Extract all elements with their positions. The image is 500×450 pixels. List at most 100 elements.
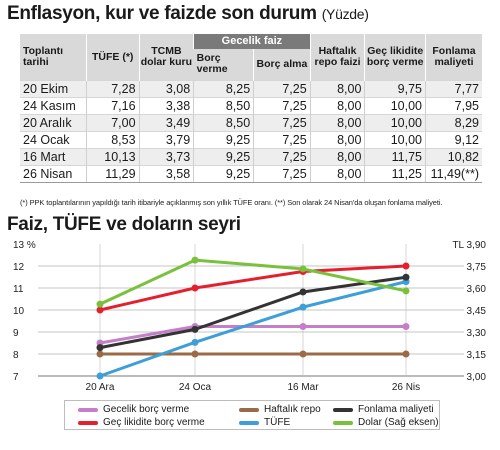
table-cell: 7,25 bbox=[253, 131, 311, 149]
table-cell: 10,00 bbox=[364, 97, 426, 115]
legend-label: Gecelik borç verme bbox=[103, 404, 190, 415]
data-point bbox=[191, 284, 199, 292]
legend-item: Fonlama maliyeti bbox=[333, 404, 434, 415]
table-cell: 10,00 bbox=[364, 131, 426, 149]
x-tick-label: 24 Oca bbox=[179, 382, 212, 393]
data-point bbox=[299, 265, 307, 273]
y-right-tick-label: 3,60 bbox=[467, 284, 487, 295]
data-point bbox=[96, 372, 104, 380]
y-left-tick-label: 10 bbox=[13, 306, 25, 317]
data-point bbox=[96, 306, 104, 314]
table-cell-date: 26 Nisan bbox=[20, 165, 87, 183]
table-cell: 7,25 bbox=[253, 114, 311, 132]
table-cell: 8,00 bbox=[309, 148, 365, 166]
table-cell-date: 24 Kasım bbox=[20, 97, 87, 115]
table-row: 20 Aralık 7,00 3,49 8,50 7,25 8,00 10,00 8,29 bbox=[20, 114, 482, 132]
table-cell: 11,29 bbox=[85, 165, 140, 183]
legend-swatch bbox=[78, 420, 98, 425]
data-point bbox=[191, 256, 199, 264]
table-cell: 8,50 bbox=[193, 114, 254, 132]
data-point bbox=[402, 262, 410, 270]
series-line bbox=[99, 325, 406, 345]
col-header-usd: TCMB dolar kuru bbox=[138, 34, 194, 81]
table-cell: 7,28 bbox=[85, 80, 140, 98]
x-tick-label: 20 Ara bbox=[86, 382, 115, 393]
legend-label: Geç likidite borç verme bbox=[103, 417, 205, 428]
legend-label: Haftalık repo bbox=[264, 404, 321, 415]
table-cell: 3,38 bbox=[138, 97, 194, 115]
data-point bbox=[299, 323, 307, 330]
table-cell: 8,00 bbox=[309, 131, 365, 149]
table-cell: 7,25 bbox=[253, 148, 311, 166]
y-right-tick-label: 3,75 bbox=[467, 262, 487, 273]
legend-item: Haftalık repo bbox=[239, 404, 321, 415]
table-cell: 7,25 bbox=[253, 165, 311, 183]
col-header-borrowing: Borç alma bbox=[253, 48, 311, 81]
chart-title: Faiz, TÜFE ve doların seyri bbox=[7, 214, 241, 235]
col-header-repo: Haftalık repo faizi bbox=[309, 34, 365, 81]
series-line bbox=[99, 264, 407, 312]
table-cell: 7,25 bbox=[253, 80, 311, 98]
data-point bbox=[402, 273, 410, 281]
legend-item: Dolar (Sağ eksen) bbox=[333, 417, 439, 428]
table-footnote: (*) PPK toplantılarının yapıldığı tarih … bbox=[20, 198, 443, 207]
y-left-tick-label: 7 bbox=[13, 372, 19, 383]
series-line bbox=[99, 258, 407, 306]
table-cell-date: 20 Aralık bbox=[20, 114, 87, 132]
legend-label: Dolar (Sağ eksen) bbox=[358, 417, 439, 428]
y-right-tick-label: 3,30 bbox=[467, 328, 487, 339]
data-point bbox=[402, 323, 410, 330]
table-cell: 7,95 bbox=[424, 97, 482, 115]
table-row: 24 Ocak 8,53 3,79 9,25 7,25 8,00 10,00 9,12 bbox=[20, 131, 482, 149]
table-cell: 8,53 bbox=[85, 131, 140, 149]
y-left-tick-label: 12 bbox=[13, 262, 25, 273]
table-cell: 9,25 bbox=[193, 148, 254, 166]
y-right-tick-label: TL 3,90 bbox=[452, 240, 486, 251]
data-point bbox=[96, 344, 104, 352]
data-point bbox=[96, 350, 104, 358]
legend-item: TÜFE bbox=[239, 417, 290, 428]
table-cell: 8,00 bbox=[309, 114, 365, 132]
table-cell: 3,58 bbox=[138, 165, 194, 183]
data-point bbox=[191, 350, 199, 358]
table-cell: 7,00 bbox=[85, 114, 140, 132]
table-cell: 3,08 bbox=[138, 80, 194, 98]
series-line bbox=[99, 280, 407, 378]
data-point bbox=[402, 350, 410, 358]
table-cell: 9,12 bbox=[424, 131, 482, 149]
col-header-lending: Borç verme bbox=[193, 48, 254, 81]
y-left-tick-label: 11 bbox=[13, 284, 24, 295]
chart-legend: Gecelik borç verme Haftalık repo Fonlama m… bbox=[64, 400, 440, 430]
table-row: 20 Ekim 7,28 3,08 8,25 7,25 8,00 9,75 7,77 bbox=[20, 80, 482, 98]
table-cell-date: 20 Ekim bbox=[20, 80, 87, 98]
table-cell: 8,50 bbox=[193, 97, 254, 115]
table-cell: 11,25 bbox=[364, 165, 426, 183]
legend-label: TÜFE bbox=[264, 417, 291, 428]
table-cell: 9,75 bbox=[364, 80, 426, 98]
table-cell: 11,49(**) bbox=[424, 165, 482, 183]
legend-item: Gecelik borç verme bbox=[78, 404, 189, 415]
table-cell: 9,25 bbox=[193, 131, 254, 149]
y-left-tick-label: 13 % bbox=[13, 240, 36, 251]
legend-item: Geç likidite borç verme bbox=[78, 417, 205, 428]
table-row: 16 Mart 10,13 3,73 9,25 7,25 8,00 11,75 10,82 bbox=[20, 148, 482, 166]
y-right-tick-label: 3,00 bbox=[467, 372, 487, 383]
table-cell: 3,49 bbox=[138, 114, 194, 132]
y-left-tick-label: 9 bbox=[13, 328, 19, 339]
col-group-overnight: Gecelik faiz bbox=[193, 34, 311, 49]
table-title: Enflasyon, kur ve faizde son durum (Yüzd… bbox=[7, 3, 369, 25]
legend-swatch bbox=[333, 407, 353, 412]
col-header-late-liquidity: Geç likidite borç verme bbox=[364, 34, 426, 81]
legend-swatch bbox=[239, 407, 259, 412]
x-tick-label: 16 Mar bbox=[287, 382, 319, 393]
y-right-tick-label: 3,15 bbox=[467, 350, 487, 361]
table-cell: 8,00 bbox=[309, 80, 365, 98]
data-point bbox=[299, 288, 307, 296]
table-title-text: Enflasyon, kur ve faizde son durum bbox=[7, 3, 317, 24]
legend-swatch bbox=[239, 420, 259, 425]
legend-swatch bbox=[333, 420, 353, 425]
col-header-cpi: TÜFE (*) bbox=[85, 34, 140, 81]
table-title-unit: (Yüzde) bbox=[321, 6, 369, 22]
table-cell: 11,75 bbox=[364, 148, 426, 166]
legend-label: Fonlama maliyeti bbox=[358, 404, 434, 415]
